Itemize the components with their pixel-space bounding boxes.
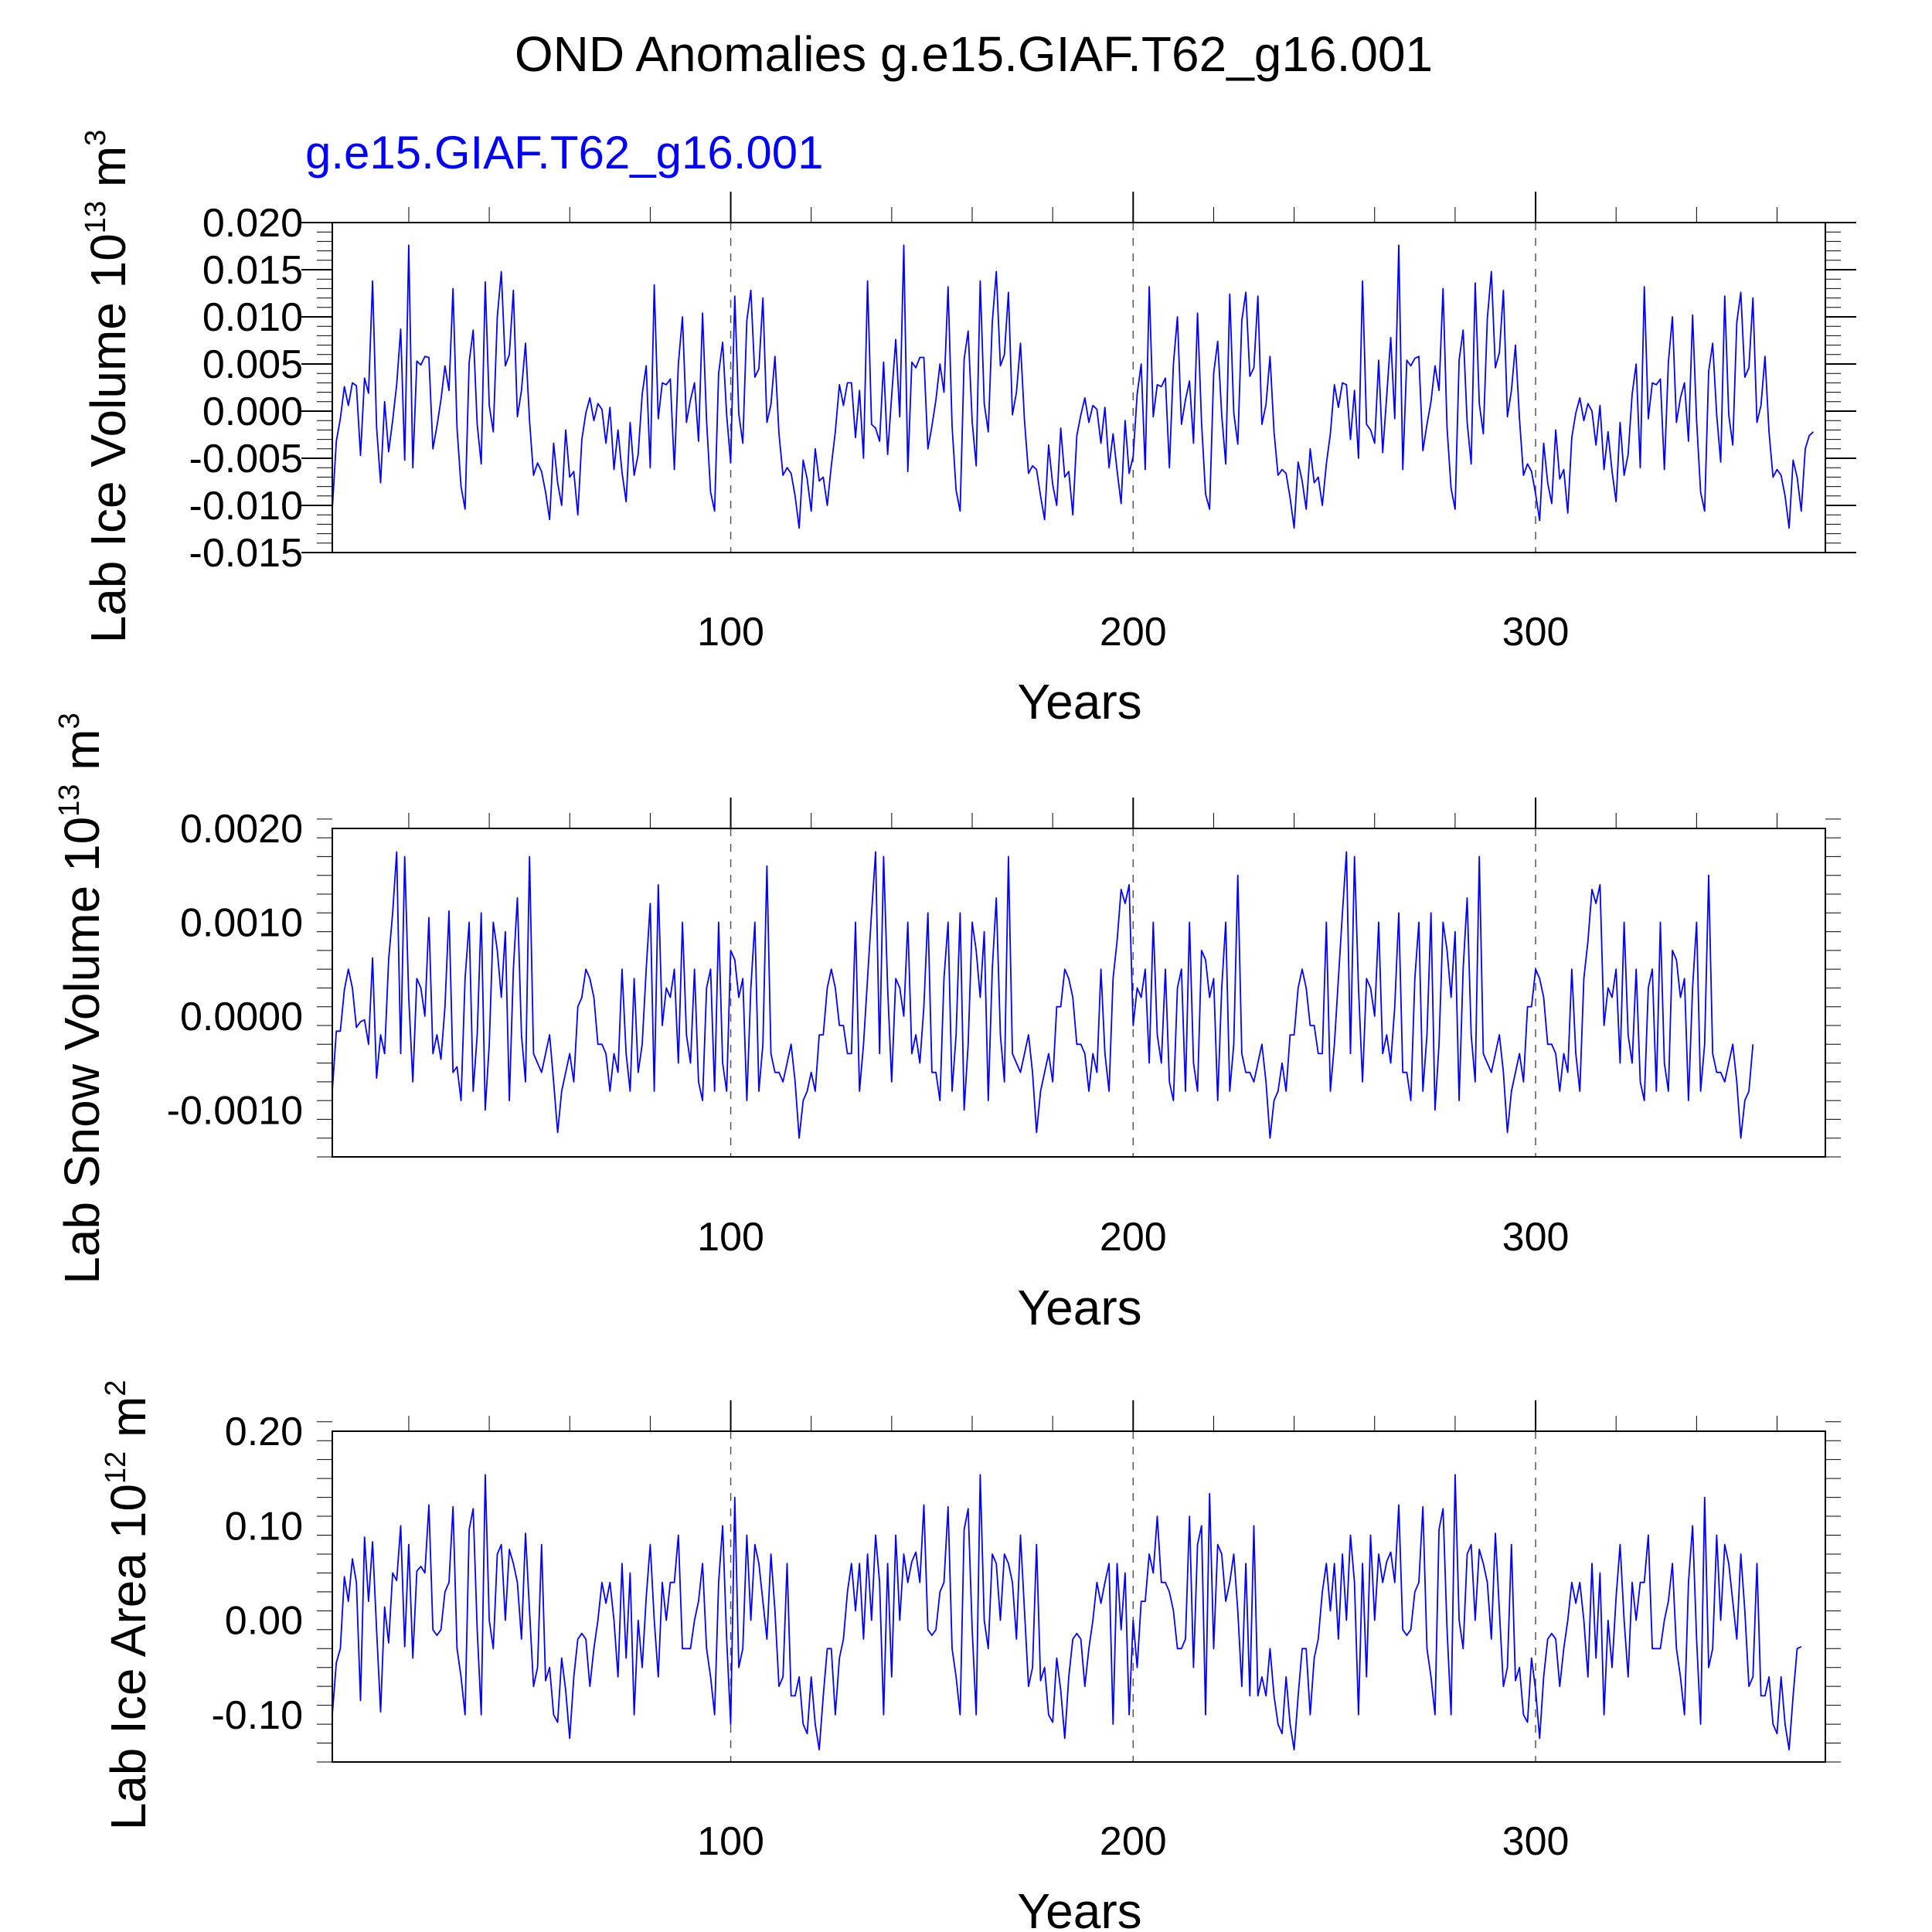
panel-snow-volume: Lab Snow Volume 1013 m3 -0.0010 0.0000 0.0… xyxy=(53,713,1841,1335)
xlabel-ice-volume: Years xyxy=(1017,674,1141,730)
ice-volume-xtick-label: 200 xyxy=(1100,610,1167,655)
snow-volume-xtick-label: 300 xyxy=(1502,1215,1570,1260)
ylabel-ice-area-unit-exp: 2 xyxy=(100,1380,132,1396)
ice-volume-ytick-label: -0.010 xyxy=(189,484,303,529)
ice-area-xtick-label: 300 xyxy=(1502,1819,1570,1864)
ice-volume-xtick-label: 300 xyxy=(1502,610,1570,655)
snow-volume-ytick-label: 0.0020 xyxy=(180,807,303,852)
ice-area-xtick-label: 100 xyxy=(697,1819,764,1864)
ice-volume-ytick-label: 0.010 xyxy=(202,295,303,340)
ice-volume-ytick-label: 0.005 xyxy=(202,342,303,387)
snow-volume-ytick-label: -0.0010 xyxy=(167,1088,303,1133)
ice-volume-yticks: -0.015-0.010-0.0050.0000.0050.0100.0150.… xyxy=(189,201,1856,576)
ice-volume-series-line xyxy=(332,244,1815,529)
ice-area-ytick-label: 0.20 xyxy=(225,1410,303,1454)
snow-volume-yticks: -0.0010 0.0000 0.0010 0.0020 xyxy=(167,807,1841,1158)
ylabel-ice-area-unit: m xyxy=(100,1396,156,1451)
ylabel-ice-volume-main: Lab Ice Volume 10 xyxy=(80,233,136,643)
ice-volume-ytick-label: 0.020 xyxy=(202,201,303,246)
snow-volume-xtick-label: 100 xyxy=(697,1215,764,1260)
ice-volume-ytick-label: 0.000 xyxy=(202,389,303,434)
ylabel-ice-volume: Lab Ice Volume 1013 m3 xyxy=(80,130,136,644)
ylabel-snow-volume: Lab Snow Volume 1013 m3 xyxy=(53,713,110,1284)
ice-volume-ytick-label: -0.015 xyxy=(189,531,303,576)
ice-area-xticks: 100 200 300 xyxy=(408,1400,1778,1864)
snow-volume-series-line xyxy=(332,851,1754,1139)
ylabel-snow-volume-main: Lab Snow Volume 10 xyxy=(54,817,110,1284)
snow-volume-ytick-label: 0.0010 xyxy=(180,900,303,945)
ylabel-snow-volume-exp: 13 xyxy=(53,784,86,817)
ice-area-plot-frame xyxy=(332,1430,1826,1763)
ylabel-ice-volume-unit: m xyxy=(80,146,136,201)
xlabel-snow-volume: Years xyxy=(1017,1280,1141,1335)
xlabel-ice-area: Years xyxy=(1017,1883,1141,1932)
panel-ice-area: Lab Ice Area 1012 m2 -0.10 0.00 0.10 0.20 1… xyxy=(100,1380,1841,1932)
ylabel-ice-volume-unit-exp: 3 xyxy=(80,130,112,146)
ice-volume-plot-frame xyxy=(332,222,1826,553)
ice-volume-xticks: 100 200 300 xyxy=(408,192,1778,655)
ice-area-ytick-label: 0.10 xyxy=(225,1504,303,1549)
ylabel-snow-volume-unit-exp: 3 xyxy=(53,713,86,729)
ice-area-ytick-label: 0.00 xyxy=(225,1599,303,1644)
ice-area-series-line xyxy=(332,1474,1802,1751)
panel-ice-volume: Lab Ice Volume 1013 m3 -0.015-0.010-0.00… xyxy=(80,130,1856,730)
snow-volume-ytick-label: 0.0000 xyxy=(180,995,303,1039)
ylabel-ice-volume-exp: 13 xyxy=(80,201,112,233)
figure-subtitle: g.e15.GIAF.T62_g16.001 xyxy=(305,127,824,179)
snow-volume-xticks: 100 200 300 xyxy=(408,798,1778,1260)
ylabel-snow-volume-unit: m xyxy=(54,729,110,784)
ice-volume-xtick-label: 100 xyxy=(697,610,764,655)
snow-volume-xtick-label: 200 xyxy=(1100,1215,1167,1260)
ylabel-ice-area-exp: 12 xyxy=(100,1451,132,1484)
ylabel-ice-area-main: Lab Ice Area 10 xyxy=(100,1484,156,1830)
snow-volume-plot-frame xyxy=(332,828,1826,1158)
figure-title: OND Anomalies g.e15.GIAF.T62_g16.001 xyxy=(515,26,1433,82)
ice-volume-ytick-label: 0.015 xyxy=(202,248,303,293)
ice-area-xtick-label: 200 xyxy=(1100,1819,1167,1864)
ice-area-yticks: -0.10 0.00 0.10 0.20 xyxy=(211,1410,1841,1763)
ice-volume-ytick-label: -0.005 xyxy=(189,437,303,481)
ice-area-ytick-label: -0.10 xyxy=(211,1693,303,1738)
ylabel-ice-area: Lab Ice Area 1012 m2 xyxy=(100,1380,156,1831)
